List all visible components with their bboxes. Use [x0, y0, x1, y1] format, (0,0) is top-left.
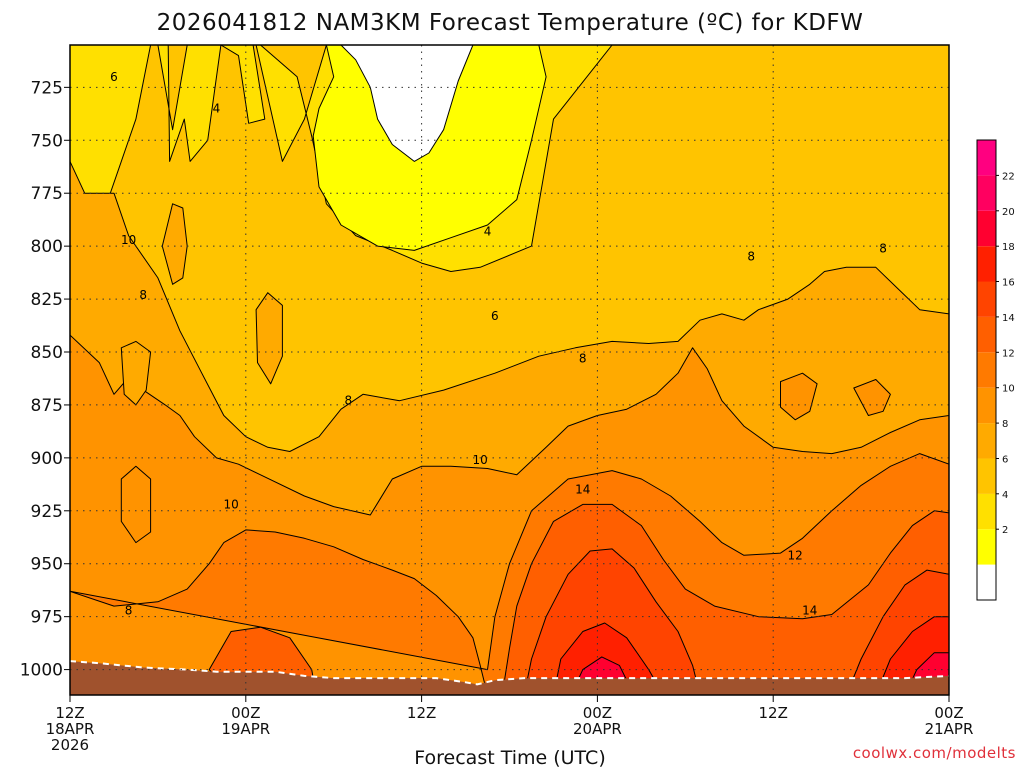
- chart-title: 2026041812 NAM3KM Forecast Temperature (…: [157, 10, 864, 36]
- x-tick-label-0-0: 12Z: [55, 704, 84, 722]
- colorbar-frame: [976, 139, 997, 601]
- contour-label-15: 8: [125, 603, 133, 617]
- colorbar-label-12: 12: [1002, 348, 1015, 359]
- y-tick-label-975: 975: [31, 608, 63, 628]
- colorbar-swatch-10: [977, 387, 996, 424]
- colorbar-label-16: 16: [1002, 278, 1015, 289]
- colorbar-label-2: 2: [1002, 525, 1008, 536]
- x-axis-label: Forecast Time (UTC): [414, 747, 605, 768]
- contour-label-10: 10: [473, 453, 488, 467]
- colorbar-label-4: 4: [1002, 490, 1008, 501]
- contour-label-14: 14: [802, 603, 817, 617]
- contour-label-8: 8: [747, 250, 755, 264]
- colorbar-swatch-14: [977, 316, 996, 353]
- terrain-ground: [70, 661, 949, 695]
- colorbar-swatch-16: [977, 281, 996, 317]
- colorbar-swatch-2: [977, 529, 996, 565]
- y-axis: 725 750 775 800 825 850 875 900 925 950 975 1000: [20, 78, 70, 681]
- grid-layer: [70, 45, 949, 695]
- x-tick-label-60-0: 00Z: [934, 704, 963, 722]
- colorbar-swatch-18: [977, 246, 996, 282]
- x-tick-label-24-0: 12Z: [407, 704, 436, 722]
- x-tick-label-60-1: 21APR: [925, 720, 974, 738]
- colorbar-label-10: 10: [1002, 384, 1015, 395]
- temperature-fill-layer: [70, 45, 949, 695]
- temp-island-8-2: [255, 292, 283, 385]
- y-tick-label-725: 725: [31, 78, 63, 98]
- contour-label-5: 6: [491, 309, 499, 323]
- colorbar-label-22: 22: [1002, 171, 1015, 182]
- contour-label-0: 6: [110, 70, 118, 84]
- x-tick-label-36-1: 20APR: [573, 720, 622, 738]
- y-tick-label-875: 875: [31, 396, 63, 416]
- colorbar-swatch-20: [977, 210, 996, 247]
- y-tick-label-925: 925: [31, 502, 63, 522]
- contour-label-3: 8: [139, 288, 147, 302]
- colorbar-legend: 2 4 6 8 10 12 14 16 18 20 22: [976, 139, 1015, 601]
- colorbar-label-6: 6: [1002, 455, 1008, 466]
- source-credit: coolwx.com/modelts: [853, 744, 1016, 762]
- x-tick-label-0-2: 2026: [51, 736, 89, 754]
- colorbar-swatch-0: [977, 564, 996, 600]
- y-tick-label-750: 750: [31, 131, 63, 151]
- contour-label-6: 8: [579, 351, 587, 365]
- colorbar-swatch-4: [977, 493, 996, 530]
- x-tick-label-0-1: 18APR: [46, 720, 95, 738]
- colorbar-swatch-12: [977, 352, 996, 388]
- temp-island-10-5: [853, 379, 891, 416]
- contour-label-layer: 6 4 10 8 4 6 8 8 8 8 10 10 14 12 14 8: [110, 70, 887, 618]
- x-tick-label-36-0: 00Z: [583, 704, 612, 722]
- colorbar-swatch-6: [977, 458, 996, 494]
- temp-island-10-3: [120, 465, 152, 544]
- y-tick-label-825: 825: [31, 290, 63, 310]
- contour-label-1: 4: [213, 102, 221, 116]
- colorbar-swatch-24: [977, 140, 996, 176]
- contour-label-2: 10: [121, 233, 136, 247]
- contour-label-11: 10: [224, 497, 239, 511]
- contour-label-13: 12: [788, 548, 803, 562]
- temp-island-10-4: [780, 372, 818, 421]
- plot-frame: [69, 44, 950, 696]
- y-tick-label-800: 800: [31, 237, 63, 257]
- contour-label-9: 8: [879, 241, 887, 255]
- y-tick-label-775: 775: [31, 184, 63, 204]
- colorbar-swatch-8: [977, 423, 996, 459]
- contour-label-7: 8: [345, 394, 353, 408]
- colorbar-swatch-22: [977, 175, 996, 211]
- colorbar-label-14: 14: [1002, 313, 1015, 324]
- colorbar-label-18: 18: [1002, 242, 1015, 253]
- y-tick-label-1000: 1000: [20, 661, 63, 681]
- temp-island-8-1: [120, 340, 152, 406]
- contour-label-4: 4: [484, 224, 492, 238]
- contour-label-12: 14: [575, 483, 590, 497]
- temp-region-0-3: [340, 45, 474, 162]
- y-tick-label-850: 850: [31, 343, 63, 363]
- colorbar-label-20: 20: [1002, 207, 1015, 218]
- terrain-layer: [70, 660, 949, 695]
- colorbar-label-8: 8: [1002, 419, 1008, 430]
- x-tick-label-12-0: 00Z: [231, 704, 260, 722]
- x-tick-label-12-1: 19APR: [221, 720, 270, 738]
- x-tick-label-48-0: 12Z: [759, 704, 788, 722]
- y-tick-label-950: 950: [31, 555, 63, 575]
- y-tick-label-900: 900: [31, 449, 63, 469]
- terrain-surface-line: [70, 660, 949, 686]
